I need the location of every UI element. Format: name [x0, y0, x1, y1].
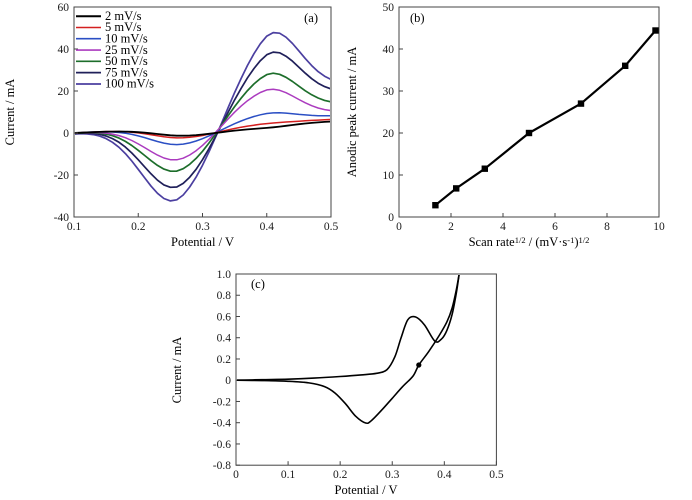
svg-text:0: 0 [225, 375, 231, 387]
svg-text:0.2: 0.2 [217, 354, 232, 366]
svg-text:30: 30 [383, 86, 395, 98]
svg-text:(a): (a) [304, 11, 318, 25]
svg-text:-40: -40 [54, 212, 70, 224]
svg-text:(b): (b) [410, 11, 425, 25]
svg-text:(c): (c) [251, 277, 265, 291]
svg-text:0.8: 0.8 [217, 290, 232, 302]
svg-text:-20: -20 [54, 170, 70, 182]
svg-text:Potential / V: Potential / V [335, 483, 398, 497]
svg-text:Current / mA: Current / mA [171, 337, 184, 404]
svg-text:Potential / V: Potential / V [171, 235, 234, 249]
svg-text:0.2: 0.2 [333, 469, 348, 481]
svg-text:0.6: 0.6 [217, 312, 232, 324]
svg-text:8: 8 [604, 221, 610, 233]
svg-text:0.1: 0.1 [67, 221, 82, 233]
svg-text:0.5: 0.5 [324, 221, 339, 233]
svg-text:6: 6 [552, 221, 558, 233]
svg-text:60: 60 [58, 2, 70, 14]
svg-text:40: 40 [383, 44, 395, 56]
svg-text:0.3: 0.3 [385, 469, 400, 481]
svg-text:-0.8: -0.8 [213, 460, 231, 472]
svg-text:1.0: 1.0 [217, 269, 232, 281]
svg-text:0.3: 0.3 [195, 221, 210, 233]
svg-text:-0.4: -0.4 [213, 418, 231, 430]
svg-text:2: 2 [448, 221, 454, 233]
svg-text:0: 0 [233, 469, 239, 481]
svg-text:40: 40 [58, 44, 70, 56]
svg-text:10: 10 [383, 170, 395, 182]
svg-text:0.4: 0.4 [437, 469, 452, 481]
svg-text:-0.2: -0.2 [213, 397, 231, 409]
svg-text:50: 50 [383, 2, 395, 14]
svg-text:0: 0 [396, 221, 402, 233]
svg-text:10: 10 [653, 221, 665, 233]
svg-text:0.4: 0.4 [260, 221, 275, 233]
svg-text:0.2: 0.2 [131, 221, 146, 233]
svg-text:0.4: 0.4 [217, 333, 232, 345]
svg-text:-0.6: -0.6 [213, 439, 231, 451]
svg-text:20: 20 [58, 86, 70, 98]
svg-text:Anodic peak current / mA: Anodic peak current / mA [345, 47, 359, 178]
svg-text:100 mV/s: 100 mV/s [105, 77, 154, 91]
svg-text:0.5: 0.5 [489, 469, 504, 481]
svg-text:0.1: 0.1 [281, 469, 296, 481]
svg-text:0: 0 [63, 128, 69, 140]
svg-text:4: 4 [500, 221, 506, 233]
svg-text:20: 20 [383, 128, 395, 140]
svg-text:0: 0 [388, 212, 394, 224]
svg-text:Current / mA: Current / mA [3, 79, 17, 146]
svg-text:Scan rate1/2 / (mV·s-1)1/2: Scan rate1/2 / (mV·s-1)1/2 [469, 235, 590, 249]
